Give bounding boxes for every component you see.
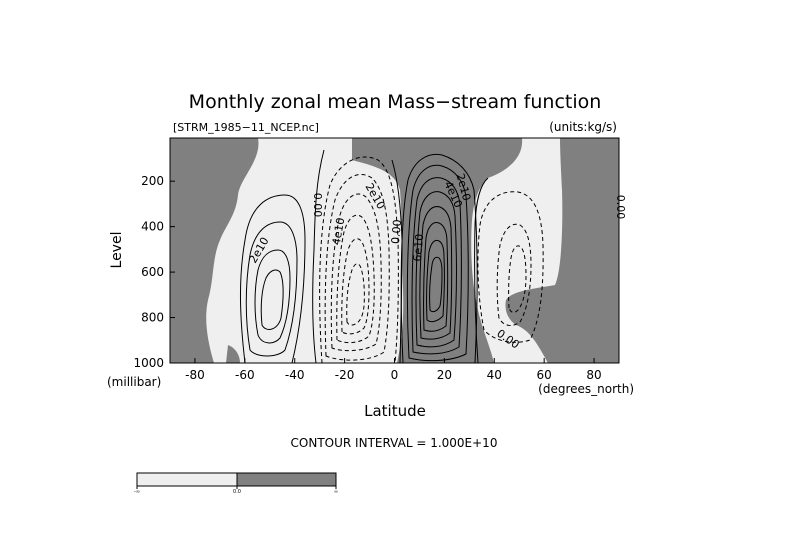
y-tick-label: 600 xyxy=(141,265,164,279)
contour-line xyxy=(260,269,284,330)
contour-label: 6e10 xyxy=(411,233,426,262)
units-label: (units:kg/s) xyxy=(549,120,617,134)
contour-line xyxy=(419,206,453,340)
y-axis-ticks: 200 400 600 800 1000 xyxy=(133,174,175,370)
zero-line xyxy=(312,149,325,364)
x-tick-label: 60 xyxy=(537,368,552,382)
positive-region-southern xyxy=(170,138,259,363)
contour-interval-text: CONTOUR INTERVAL = 1.000E+10 xyxy=(291,436,498,450)
x-tick-label: 40 xyxy=(487,368,502,382)
zero-contours xyxy=(312,149,489,364)
contour-line xyxy=(346,263,365,326)
colorbar-positive xyxy=(236,472,337,487)
chart-title: Monthly zonal mean Mass−stream function xyxy=(189,91,602,113)
contour-line xyxy=(477,191,544,343)
colorbar-label: ∞ xyxy=(334,489,338,495)
y-tick-label: 400 xyxy=(141,220,164,234)
positive-region-tropical xyxy=(352,138,523,363)
contour-line xyxy=(426,239,445,323)
x-axis-label: Latitude xyxy=(364,402,426,420)
x-tick-label: -20 xyxy=(335,368,355,382)
contour-label: 0.00 xyxy=(389,219,404,245)
y-tick-label: 1000 xyxy=(133,356,164,370)
colorbar: -∞ 0.0 ∞ xyxy=(134,472,338,495)
contour-line xyxy=(245,221,298,357)
x-tick-label: 20 xyxy=(437,368,452,382)
contour-line xyxy=(508,245,527,313)
positive-region-northern xyxy=(505,138,619,363)
x-axis-unit: (degrees_north) xyxy=(538,382,634,396)
northern-ferrel-contours xyxy=(477,191,544,343)
colorbar-label: -∞ xyxy=(134,489,140,495)
x-tick-label: -60 xyxy=(235,368,255,382)
zero-line xyxy=(474,177,489,364)
file-label: [STRM_1985−11_NCEP.nc] xyxy=(173,121,319,134)
contour-label: 4e10 xyxy=(330,217,348,247)
y-tick-label: 800 xyxy=(141,311,164,325)
colorbar-label: 0.0 xyxy=(233,489,241,495)
contour-line xyxy=(411,177,462,355)
x-tick-label: 80 xyxy=(586,368,601,382)
y-axis-unit: (millibar) xyxy=(107,375,161,389)
positive-region-small xyxy=(226,345,240,363)
contour-line xyxy=(423,222,449,332)
colorbar-negative xyxy=(136,472,238,487)
southern-hadley-contours xyxy=(319,156,399,364)
contour-line xyxy=(406,164,469,362)
contour-line xyxy=(319,156,399,364)
x-tick-label: 0 xyxy=(391,368,399,382)
contour-line xyxy=(429,256,443,313)
contour-line xyxy=(496,223,532,326)
contour-line xyxy=(324,174,390,361)
x-tick-label: -80 xyxy=(185,368,205,382)
contour-line xyxy=(341,238,370,335)
plot-area: 2e10 0.00 4e10 2e10 0.00 2e10 4e10 6e10 … xyxy=(169,137,627,364)
contour-line xyxy=(330,193,382,352)
contour-label: 0.00 xyxy=(614,195,627,220)
y-tick-label: 200 xyxy=(141,174,164,188)
contour-label: 0.00 xyxy=(311,193,324,218)
x-axis-ticks: -80 -60 -40 -20 0 20 40 60 80 xyxy=(185,358,602,382)
x-tick-label: -40 xyxy=(285,368,305,382)
zero-line xyxy=(391,159,403,364)
y-axis-label: Level xyxy=(109,232,125,269)
contour-line xyxy=(240,194,306,364)
contour-line xyxy=(254,249,291,344)
contour-line xyxy=(415,191,457,348)
southern-cell-contours xyxy=(240,194,306,364)
